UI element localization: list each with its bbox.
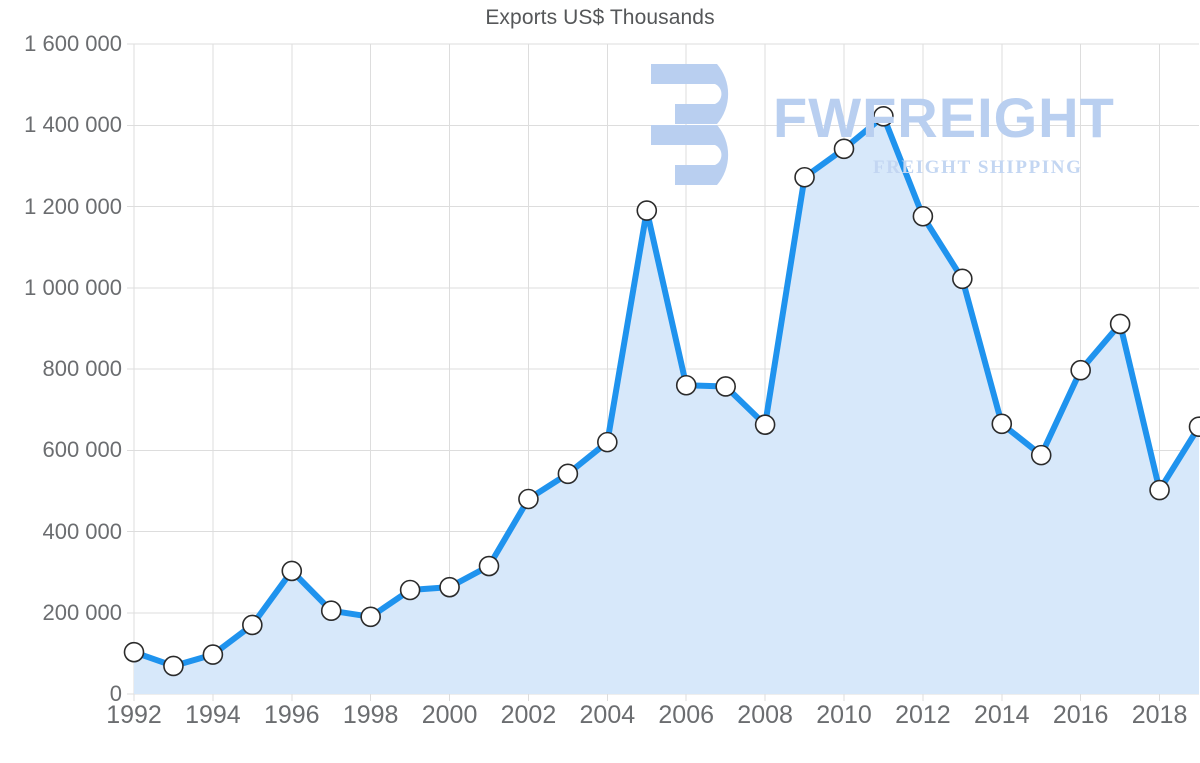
axis-lines: [127, 43, 1161, 701]
data-point[interactable]: [833, 138, 855, 160]
series-area-fill: [134, 116, 1199, 694]
data-point[interactable]: [123, 641, 145, 663]
y-axis-tick-label: 600 000: [42, 437, 122, 463]
x-axis-tick-label: 1996: [263, 701, 320, 729]
y-axis-tick-label: 800 000: [42, 356, 122, 381]
data-point[interactable]: [991, 413, 1013, 435]
x-axis-tick-label: 2004: [579, 701, 636, 729]
y-axis-tick-label: 0: [109, 681, 122, 706]
y-axis-tick-label: 1 200 000: [24, 193, 122, 219]
x-axis-tick-label: 2016: [1052, 701, 1109, 729]
y-axis-tick-label: 1 000 000: [24, 274, 122, 300]
x-axis-tick-label: 1994: [185, 701, 241, 729]
x-axis-tick-label: 2006: [658, 701, 715, 729]
data-point[interactable]: [1149, 479, 1170, 501]
data-point[interactable]: [1188, 416, 1200, 437]
data-point[interactable]: [754, 414, 776, 435]
y-axis-tick-label: 1 600 000: [24, 31, 122, 56]
y-axis-tick-label: 200 000: [42, 599, 122, 625]
data-point[interactable]: [518, 488, 539, 510]
x-axis-tick-label: 2014: [973, 701, 1030, 729]
data-point[interactable]: [715, 376, 736, 397]
data-point[interactable]: [360, 606, 381, 628]
data-point[interactable]: [399, 579, 421, 601]
data-point[interactable]: [439, 576, 460, 598]
series-markers[interactable]: [123, 106, 1200, 677]
x-axis-tick-label: 2000: [421, 701, 478, 729]
x-axis-tick-label: 2002: [500, 701, 557, 729]
y-axis-tick-label: 400 000: [42, 518, 122, 544]
x-axis-tick-label: 2018: [1131, 701, 1188, 729]
data-point[interactable]: [912, 205, 934, 227]
data-point[interactable]: [320, 600, 342, 622]
data-point[interactable]: [557, 463, 579, 485]
data-point[interactable]: [163, 655, 184, 677]
data-point[interactable]: [794, 166, 815, 188]
data-point[interactable]: [675, 374, 697, 396]
data-point[interactable]: [242, 614, 263, 636]
data-point[interactable]: [1070, 359, 1091, 381]
x-axis-tick-label: 2012: [895, 701, 951, 729]
x-axis-tick-label: 2008: [737, 701, 793, 729]
data-point[interactable]: [478, 555, 500, 577]
data-point[interactable]: [952, 268, 973, 290]
chart-title: Exports US$ Thousands: [485, 6, 715, 29]
y-axis: 0 200 000 400 000 600 000 800 000 1 000 000 1 …: [0, 0, 122, 763]
data-point[interactable]: [1109, 313, 1131, 335]
data-point[interactable]: [281, 560, 303, 582]
y-axis-tick-label: 1 400 000: [24, 112, 122, 138]
x-axis-tick-label: 1992: [106, 701, 162, 729]
data-point[interactable]: [202, 644, 224, 665]
data-point[interactable]: [636, 200, 658, 221]
data-point[interactable]: [1030, 444, 1052, 466]
data-point[interactable]: [597, 431, 618, 453]
x-axis-tick-label: 1998: [342, 701, 399, 729]
x-axis-tick-label: 2010: [816, 701, 872, 729]
data-point[interactable]: [873, 106, 894, 127]
series-line: [131, 113, 1200, 669]
